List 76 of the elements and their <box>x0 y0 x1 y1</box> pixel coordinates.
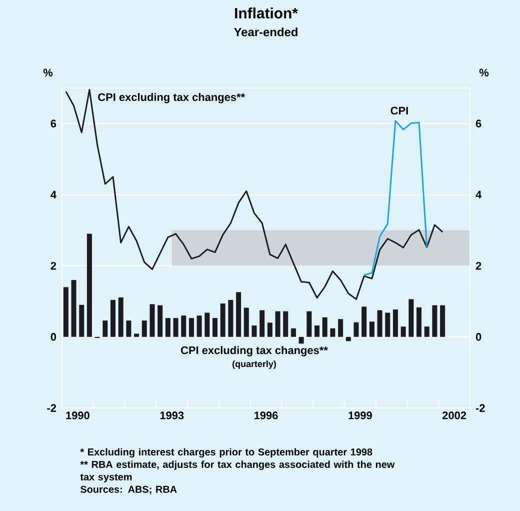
text: ** RBA estimate, adjusts for tax changes associated with the new tax system <box>80 460 395 482</box>
y-tick-label: -2 <box>47 404 56 412</box>
bar <box>79 304 84 337</box>
bar <box>142 320 147 337</box>
y-tick-label: 0 <box>50 333 56 341</box>
bar <box>440 305 446 337</box>
y-tick-label: 6 <box>50 120 56 128</box>
bar <box>134 334 140 337</box>
x-tick-label: 1993 <box>160 412 184 420</box>
bar <box>306 311 312 337</box>
bar <box>330 328 336 337</box>
line-series <box>65 89 444 300</box>
bar <box>275 311 280 337</box>
bar <box>220 303 226 337</box>
bar <box>267 322 272 337</box>
y-tick-label: 2 <box>50 262 56 270</box>
bar <box>102 320 108 337</box>
bar <box>252 326 257 337</box>
bar <box>346 336 351 342</box>
bar <box>354 322 359 337</box>
bar <box>165 318 170 337</box>
bar <box>362 306 367 337</box>
y2-tick-label: 0 <box>476 333 482 341</box>
bar <box>338 319 344 337</box>
bar <box>173 318 178 337</box>
bar <box>392 310 398 337</box>
source-note: Sources: ABS; RBA <box>80 486 177 494</box>
bar <box>244 308 249 337</box>
y2-tick-label: -2 <box>476 404 485 412</box>
bar <box>196 316 202 337</box>
bar <box>408 299 414 337</box>
bar <box>150 304 155 337</box>
bar <box>110 300 116 337</box>
text: * Excluding interest charges prior to September quarter 1998 <box>80 448 372 458</box>
series-label: CPI excluding tax changes** <box>98 92 246 104</box>
chart-title: Inflation* <box>235 8 298 18</box>
bar <box>126 320 132 337</box>
bar <box>416 307 422 337</box>
bar <box>86 234 92 337</box>
series-label: CPI <box>390 106 408 115</box>
bar <box>400 326 406 337</box>
line-series <box>363 120 428 276</box>
bar <box>322 317 328 337</box>
bar <box>369 322 374 337</box>
y2-axis-title: % <box>479 68 489 76</box>
bar <box>63 287 68 337</box>
series-label: CPI excluding tax changes** <box>180 346 328 356</box>
bar <box>314 326 320 337</box>
bar <box>260 310 265 337</box>
bar <box>298 336 304 344</box>
annotation: (quarterly) <box>232 360 276 369</box>
y2-tick-label: 6 <box>476 120 482 128</box>
chart-subtitle: Year-ended <box>234 28 298 36</box>
bar <box>377 310 382 337</box>
y2-tick-label: 2 <box>476 262 482 270</box>
bar <box>188 318 194 337</box>
bar <box>236 292 242 337</box>
x-tick-label: 1996 <box>254 412 278 420</box>
bar <box>158 305 163 337</box>
y-axis-title: % <box>43 68 53 76</box>
bar <box>432 305 438 337</box>
bar <box>283 311 288 337</box>
bar <box>118 297 124 337</box>
x-tick-label: 1999 <box>348 412 372 420</box>
y-tick-label: 4 <box>50 190 56 198</box>
x-tick-label: 1990 <box>66 412 90 420</box>
bar <box>385 312 390 337</box>
bar <box>212 318 218 337</box>
x-tick-label: 2002 <box>442 412 466 420</box>
y2-tick-label: 4 <box>476 190 482 198</box>
bar <box>228 300 234 337</box>
bar <box>181 316 186 337</box>
bar <box>204 312 210 337</box>
bar <box>290 328 296 337</box>
bar <box>424 326 430 337</box>
bar <box>71 280 76 337</box>
